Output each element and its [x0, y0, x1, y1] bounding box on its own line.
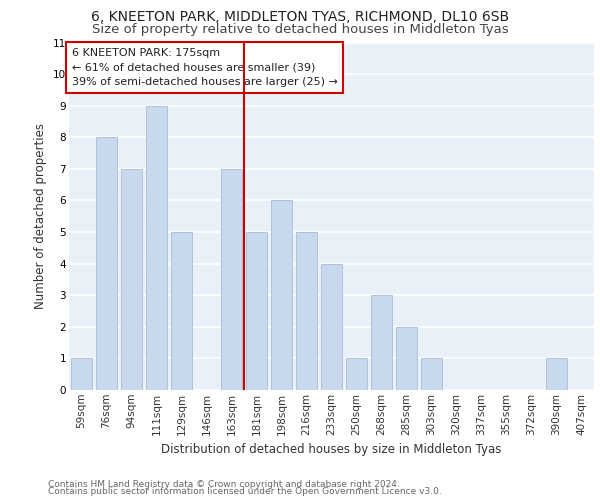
Bar: [121, 169, 142, 390]
Bar: [246, 232, 267, 390]
Bar: [96, 138, 117, 390]
Bar: [396, 327, 417, 390]
Text: 6 KNEETON PARK: 175sqm
← 61% of detached houses are smaller (39)
39% of semi-det: 6 KNEETON PARK: 175sqm ← 61% of detached…: [71, 48, 337, 88]
Bar: [346, 358, 367, 390]
Text: Contains HM Land Registry data © Crown copyright and database right 2024.: Contains HM Land Registry data © Crown c…: [48, 480, 400, 489]
Bar: [271, 200, 292, 390]
Bar: [371, 295, 392, 390]
Bar: [71, 358, 92, 390]
Text: Size of property relative to detached houses in Middleton Tyas: Size of property relative to detached ho…: [92, 22, 508, 36]
Text: 6, KNEETON PARK, MIDDLETON TYAS, RICHMOND, DL10 6SB: 6, KNEETON PARK, MIDDLETON TYAS, RICHMON…: [91, 10, 509, 24]
Bar: [171, 232, 192, 390]
Bar: [146, 106, 167, 390]
Text: Contains public sector information licensed under the Open Government Licence v3: Contains public sector information licen…: [48, 487, 442, 496]
Bar: [221, 169, 242, 390]
Bar: [296, 232, 317, 390]
X-axis label: Distribution of detached houses by size in Middleton Tyas: Distribution of detached houses by size …: [161, 443, 502, 456]
Bar: [421, 358, 442, 390]
Y-axis label: Number of detached properties: Number of detached properties: [34, 123, 47, 309]
Bar: [546, 358, 567, 390]
Bar: [321, 264, 342, 390]
